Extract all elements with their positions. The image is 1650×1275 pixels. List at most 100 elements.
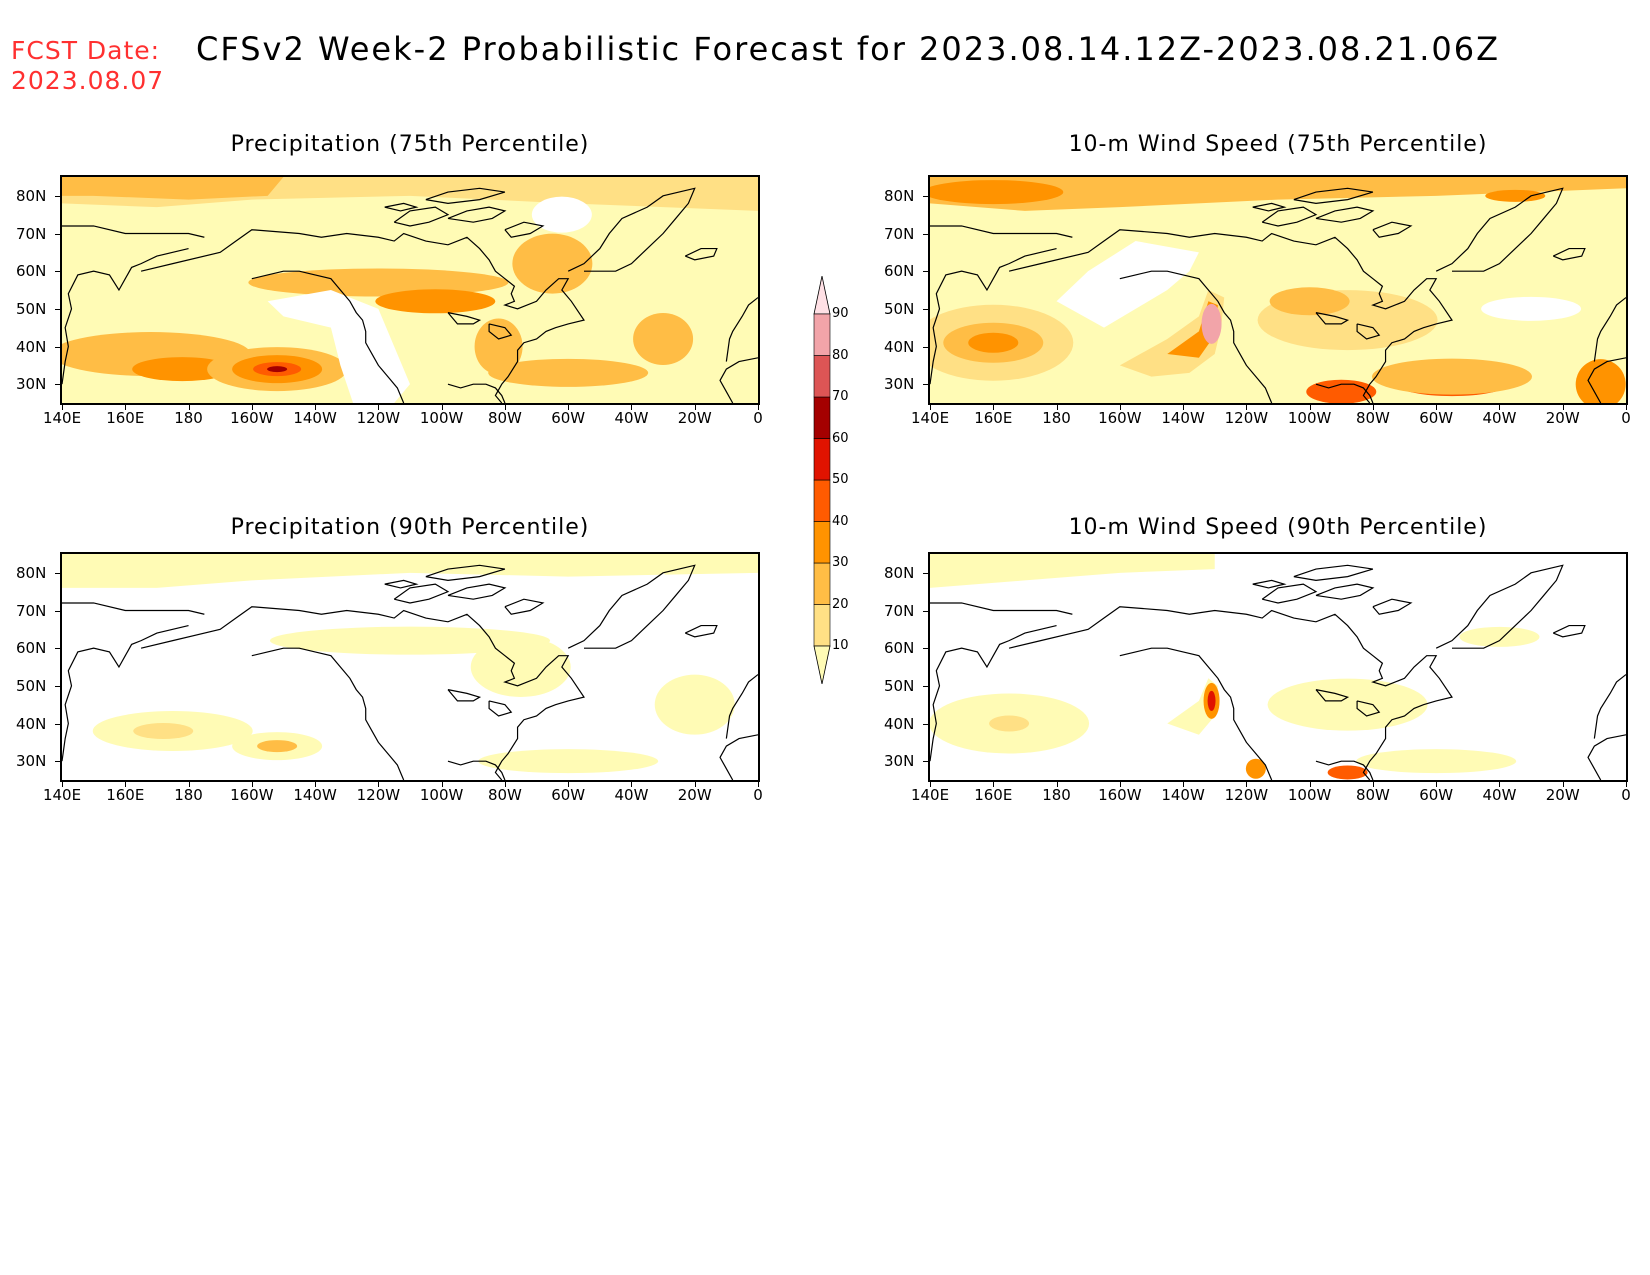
colorbar-label: 10: [832, 638, 849, 653]
lon-label: 120W: [356, 786, 401, 804]
lon-tick: [441, 782, 443, 787]
lon-tick: [930, 405, 931, 410]
lon-tick: [188, 782, 190, 787]
lat-label: 60N: [884, 639, 915, 658]
shade-atlantic: [1356, 749, 1517, 774]
lon-label: 120W: [1224, 786, 1269, 804]
colorbar-label: 20: [832, 596, 849, 612]
lat-tick: [55, 761, 60, 763]
colorbar-swatch: [813, 604, 831, 647]
lon-label: 20W: [1545, 786, 1580, 804]
lon-tick: [125, 405, 127, 410]
lon-label: 160W: [1098, 409, 1142, 427]
lon-label: 20W: [677, 409, 712, 427]
lat-label: 50N: [16, 676, 47, 695]
shade-kuroshio-core: [968, 332, 1019, 353]
lon-label: 160E: [106, 409, 145, 427]
lon-label: 140W: [293, 786, 337, 804]
lon-label: 140E: [42, 409, 82, 427]
lon-label: 160W: [230, 786, 274, 804]
lon-label: 140W: [293, 409, 337, 427]
lon-tick: [758, 405, 759, 410]
lon-label: 20W: [677, 786, 712, 804]
forecast-date-value: 2023.08.07: [11, 66, 165, 95]
lon-tick: [251, 405, 253, 410]
lon-tick: [758, 782, 759, 787]
lon-tick: [378, 405, 380, 410]
lon-tick: [62, 405, 63, 410]
map-wind-75: [928, 175, 1628, 405]
shade-eastcoast: [474, 318, 523, 375]
lon-label: 80W: [1355, 409, 1390, 427]
lat-tick: [923, 271, 928, 273]
shade-npac-peak: [267, 366, 288, 373]
colorbar-top-arrow: [813, 276, 831, 315]
shade-arctic: [930, 554, 1215, 588]
lat-label: 30N: [884, 752, 915, 771]
shade-midatlantic: [654, 674, 735, 735]
map-precip-90: [60, 552, 760, 782]
lon-tick: [62, 782, 63, 787]
lon-label: 100W: [1287, 409, 1332, 427]
lon-tick: [1499, 405, 1501, 410]
colorbar-swatch: [813, 438, 831, 481]
colorbar-swatch: [813, 562, 831, 605]
shade-california-core: [1201, 303, 1222, 344]
lon-tick: [1119, 405, 1121, 410]
lon-label: 20W: [1545, 409, 1580, 427]
lon-label: 180: [174, 786, 203, 804]
lon-label: 180: [174, 409, 203, 427]
lat-tick: [55, 195, 60, 197]
shade-midatlantic: [633, 312, 694, 365]
lon-tick: [930, 782, 931, 787]
lon-label: 60W: [1419, 409, 1454, 427]
shade-arctic: [62, 554, 758, 588]
map-wind-90: [928, 552, 1628, 782]
page-title: CFSv2 Week-2 Probabilistic Forecast for …: [196, 30, 1501, 68]
lon-tick: [631, 405, 633, 410]
lon-tick: [1436, 782, 1438, 787]
shade-conus: [1267, 678, 1428, 731]
shade-canada-band: [270, 626, 550, 655]
blank-gulfalaska: [1056, 241, 1199, 328]
shade-arctic-core: [62, 177, 284, 200]
shade-gulf: [1327, 765, 1368, 780]
lat-label: 30N: [16, 752, 47, 771]
lat-tick: [923, 572, 928, 574]
lon-label: 40W: [614, 409, 649, 427]
lon-label: 180: [1042, 786, 1071, 804]
lat-label: 30N: [16, 375, 47, 394]
lat-tick: [923, 685, 928, 687]
lon-label: 120W: [1224, 409, 1269, 427]
panel-title-precip-75: Precipitation (75th Percentile): [230, 132, 590, 157]
lon-label: 160W: [230, 409, 274, 427]
lat-tick: [923, 195, 928, 197]
lon-tick: [1499, 782, 1501, 787]
shade-canada-core: [375, 289, 496, 314]
panel-title-wind-75: 10-m Wind Speed (75th Percentile): [1068, 132, 1488, 157]
lon-label: 80W: [1355, 786, 1390, 804]
shade-npac-core: [257, 740, 298, 753]
lat-tick: [923, 648, 928, 650]
lat-tick: [55, 723, 60, 725]
lat-tick: [55, 308, 60, 310]
blank-greenland: [568, 572, 683, 649]
lat-label: 50N: [884, 299, 915, 318]
lat-tick: [923, 233, 928, 235]
lon-tick: [1183, 405, 1185, 410]
shade-california-core: [1207, 690, 1216, 711]
colorbar-swatch: [813, 396, 831, 439]
lon-tick: [315, 405, 317, 410]
lon-label: 60W: [551, 786, 586, 804]
lat-label: 50N: [16, 299, 47, 318]
lat-label: 40N: [884, 337, 915, 356]
lat-tick: [55, 271, 60, 273]
lat-tick: [923, 610, 928, 612]
lat-tick: [923, 346, 928, 348]
forecast-date-label: FCST Date:: [11, 36, 161, 65]
lat-label: 30N: [884, 375, 915, 394]
lat-tick: [55, 572, 60, 574]
lon-tick: [568, 405, 570, 410]
shade-east: [470, 637, 571, 697]
colorbar-bottom-arrow: [813, 645, 831, 684]
